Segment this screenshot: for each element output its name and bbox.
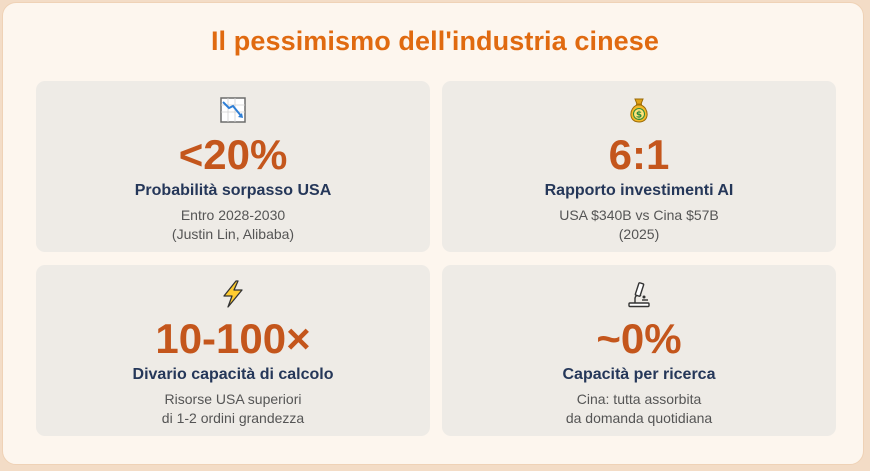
stat-detail-line: Risorse USA superiori [164, 391, 302, 407]
stat-card-overtake-probability: <20% Probabilità sorpasso USA Entro 2028… [36, 81, 430, 252]
stat-value: 10-100× [155, 315, 311, 362]
microscope-icon [624, 279, 654, 309]
stat-card-investment-ratio: $ 6:1 Rapporto investimenti AI USA $340B… [442, 81, 836, 252]
stat-detail-line: (2025) [618, 226, 660, 242]
chart-decreasing-icon [218, 95, 248, 125]
svg-text:$: $ [636, 111, 642, 121]
stat-card-compute-gap: 10-100× Divario capacità di calcolo Riso… [36, 265, 430, 436]
stat-label: Divario capacità di calcolo [132, 366, 334, 383]
stat-value: 6:1 [608, 131, 670, 178]
page-title: Il pessimismo dell'industria cinese [210, 26, 660, 56]
stat-detail: USA $340B vs Cina $57B (2025) [442, 206, 836, 244]
stat-detail-line: Cina: tutta assorbita [576, 391, 702, 407]
stat-detail: Entro 2028-2030 (Justin Lin, Alibaba) [36, 206, 430, 244]
stat-detail-line: USA $340B vs Cina $57B [559, 207, 719, 223]
stat-label: Rapporto investimenti AI [544, 182, 734, 199]
stat-label: Capacità per ricerca [562, 366, 716, 383]
stat-label: Probabilità sorpasso USA [134, 182, 332, 199]
stat-detail-line: Entro 2028-2030 [180, 207, 286, 223]
stat-detail-line: da domanda quotidiana [565, 410, 713, 426]
stat-detail: Risorse USA superiori di 1-2 ordini gran… [36, 390, 430, 428]
stat-detail-line: (Justin Lin, Alibaba) [171, 226, 295, 242]
stat-value: <20% [178, 131, 288, 178]
stat-card-research-capacity: ~0% Capacità per ricerca Cina: tutta ass… [442, 265, 836, 436]
stat-detail-line: di 1-2 ordini grandezza [161, 410, 305, 426]
stat-detail: Cina: tutta assorbita da domanda quotidi… [442, 390, 836, 428]
stat-value: ~0% [596, 315, 682, 362]
lightning-icon [218, 279, 248, 309]
money-bag-icon: $ [624, 95, 654, 125]
